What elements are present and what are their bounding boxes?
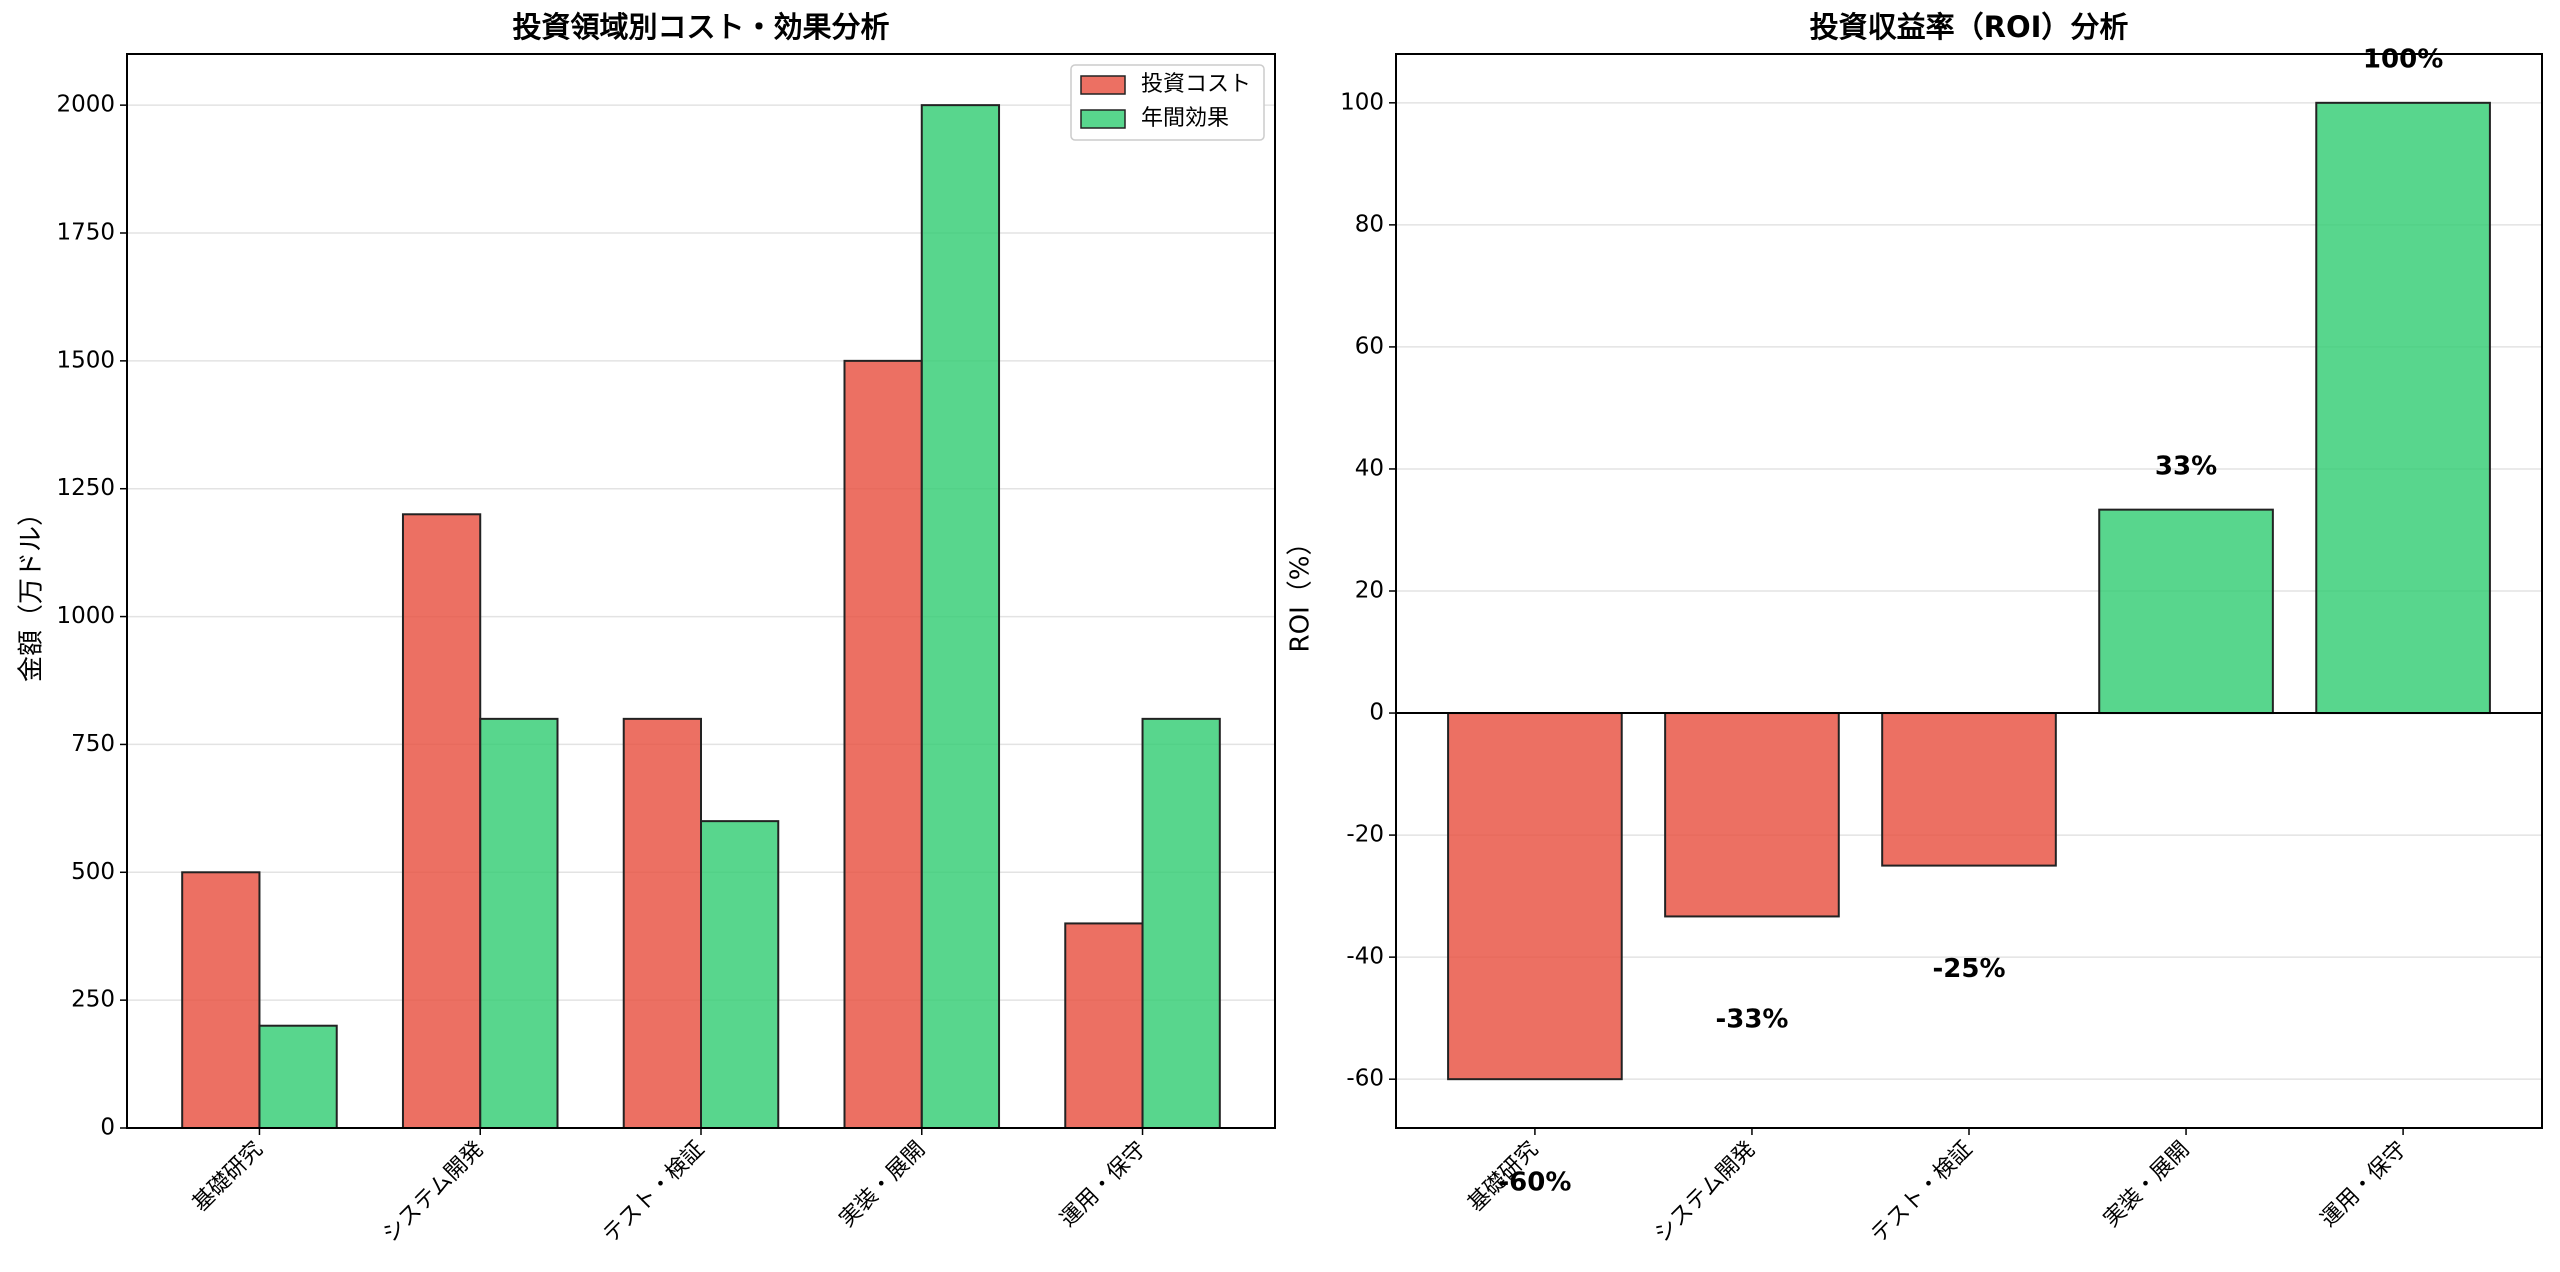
y-tick-label: 1750 [56,220,115,246]
y-tick-label: 60 [1355,333,1384,359]
legend-swatch [1080,75,1126,95]
y-tick-label: -40 [1346,944,1384,970]
y-tick-label: -20 [1346,822,1384,848]
value-label: -25% [1932,954,2005,984]
y-tick-label: 80 [1355,211,1384,237]
bar [479,717,559,1129]
bar [1447,712,1623,1081]
y-tick-label: 2000 [56,92,115,118]
bar [181,871,261,1129]
legend-swatch [1080,109,1126,129]
bar [1881,712,2057,867]
y-tick-label: 40 [1355,455,1384,481]
value-label: 33% [2155,451,2217,481]
chart-title: 投資収益率（ROI）分析 [1810,10,2129,44]
y-tick-label: 1250 [56,475,115,501]
y-tick-label: 20 [1355,578,1384,604]
bar [1064,922,1144,1130]
y-tick-label: 0 [100,1115,115,1141]
x-tick-label: 実装・展開 [2099,1137,2194,1232]
y-tick-label: 250 [71,987,115,1013]
chart-title: 投資領域別コスト・効果分析 [512,10,889,44]
value-label: 100% [2363,45,2443,75]
plot-frame [1395,53,2543,1129]
y-tick-label: 750 [71,731,115,757]
plot-frame [126,53,1276,1129]
x-tick-label: 基礎研究 [188,1137,268,1217]
x-tick-label: テスト・検証 [598,1137,709,1248]
x-tick-label: 運用・保守 [1056,1137,1151,1232]
x-tick-label: テスト・検証 [1866,1137,1977,1248]
bar [1664,712,1840,918]
bar [2315,101,2491,715]
bar [622,717,703,1129]
bar [700,820,780,1130]
y-axis-label: ROI（%） [1286,530,1316,653]
y-tick-label: 1500 [56,347,115,373]
x-tick-label: システム開発 [1650,1137,1761,1248]
x-tick-label: 運用・保守 [2316,1137,2411,1232]
y-tick-label: 100 [1340,89,1384,115]
legend-label: 年間効果 [1141,106,1229,131]
y-tick-label: 0 [1369,700,1384,726]
value-label: -60% [1498,1167,1571,1197]
x-tick-label: 実装・展開 [835,1137,930,1232]
bar [2098,508,2274,715]
bar [1141,717,1221,1129]
y-tick-label: 1000 [56,603,115,629]
y-tick-label: -60 [1346,1066,1384,1092]
bar [843,359,923,1130]
value-label: -33% [1715,1005,1788,1035]
legend-label: 投資コスト [1141,72,1251,97]
bar [920,104,1001,1129]
y-axis-label: 金額（万ドル） [17,500,47,682]
x-tick-label: システム開発 [378,1137,489,1248]
y-tick-label: 500 [71,859,115,885]
bar [258,1024,338,1129]
bar [401,513,482,1129]
